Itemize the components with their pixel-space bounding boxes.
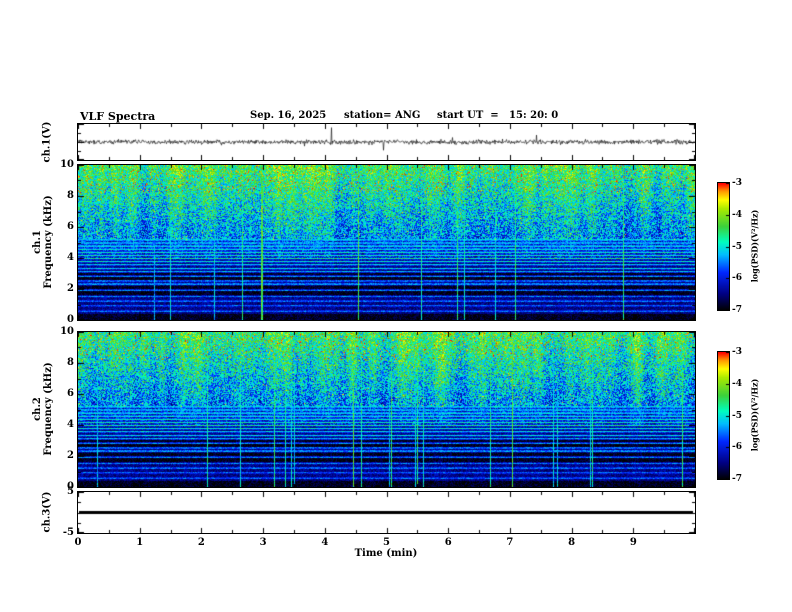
- spec2-ytick-label: 4: [67, 419, 74, 430]
- ch1-colorbar-label: log(PSD)(V²/Hz): [749, 209, 760, 283]
- ch3-ytick-label: 5: [67, 486, 74, 497]
- ch3-voltage-axis-label: ch.3(V): [41, 491, 53, 533]
- spec2-ytick-label: 2: [67, 450, 74, 461]
- x-tick-label: 0: [74, 537, 82, 548]
- ch2-colorbar-label: log(PSD)(V²/Hz): [749, 378, 760, 452]
- ch2-frequency-axis-label: ch.2 Frequency (kHz): [32, 362, 54, 455]
- x-tick-label: 4: [321, 537, 329, 548]
- time-axis-label: Time (min): [354, 548, 418, 559]
- ch2-spectrogram-canvas: [78, 332, 695, 487]
- colorbar1-tick-label: -4: [732, 209, 742, 220]
- ch2-spectrogram-panel: [77, 331, 696, 488]
- colorbar2-tick-label: -6: [732, 442, 742, 453]
- x-tick-label: 2: [197, 537, 205, 548]
- spec2-ytick-label: 10: [60, 326, 74, 337]
- ch2-frequency-axis-label-units: Frequency (kHz): [43, 362, 54, 456]
- ch1-frequency-axis-label-channel: ch.1: [32, 230, 43, 254]
- colorbar2-tick-label: -3: [732, 347, 742, 357]
- x-tick-label: 7: [506, 537, 514, 548]
- ch2-colorbar: [717, 351, 730, 480]
- x-tick-label: 5: [383, 537, 390, 548]
- colorbar1-tick-label: -7: [732, 305, 742, 315]
- ch1-waveform-panel: [77, 123, 696, 161]
- ch1-colorbar: [717, 182, 730, 311]
- spec1-ytick-label: 6: [67, 221, 74, 232]
- colorbar1-tick-label: -6: [732, 273, 742, 284]
- ch1-waveform-canvas: [78, 124, 695, 160]
- start-ut-label: start UT = 15: 20: 0: [437, 110, 559, 121]
- ch1-spectrogram-canvas: [78, 165, 695, 320]
- ch1-frequency-axis-label: ch.1 Frequency (kHz): [32, 195, 54, 288]
- spec1-ytick-label: 0: [67, 314, 74, 325]
- ch1-colorbar-canvas: [718, 183, 729, 310]
- x-tick-label: 6: [444, 537, 452, 548]
- ch1-voltage-axis-label: ch.1(V): [41, 121, 53, 163]
- colorbar2-tick-label: -7: [732, 474, 742, 484]
- ch3-waveform-canvas: [78, 492, 695, 533]
- colorbar1-tick-label: -5: [732, 241, 742, 252]
- x-tick-label: 3: [259, 537, 267, 548]
- spec2-ytick-label: 8: [67, 357, 74, 368]
- date-label: Sep. 16, 2025: [250, 110, 327, 121]
- colorbar1-tick-label: -3: [732, 178, 742, 188]
- ch1-frequency-axis-label-units: Frequency (kHz): [43, 195, 54, 289]
- ch1-spectrogram-panel: [77, 164, 696, 321]
- spec1-ytick-label: 4: [67, 252, 74, 263]
- spec1-ytick-label: 10: [60, 159, 74, 170]
- x-tick-label: 8: [568, 537, 576, 548]
- x-tick-label: 9: [629, 537, 637, 548]
- station-label: station= ANG: [344, 110, 421, 121]
- spec1-ytick-label: 8: [67, 190, 74, 201]
- x-tick-label: 1: [136, 537, 144, 548]
- spec1-ytick-label: 2: [67, 283, 74, 294]
- ch3-waveform-panel: [77, 491, 696, 534]
- colorbar2-tick-label: -5: [732, 410, 742, 421]
- spec2-ytick-label: 0: [67, 481, 74, 492]
- ch3-ytick-label: -5: [62, 527, 74, 538]
- colorbar2-tick-label: -4: [732, 378, 742, 389]
- spec2-ytick-label: 6: [67, 388, 74, 399]
- ch2-frequency-axis-label-channel: ch.2: [32, 397, 43, 421]
- figure-title: VLF Spectra: [80, 110, 156, 123]
- ch2-colorbar-canvas: [718, 352, 729, 479]
